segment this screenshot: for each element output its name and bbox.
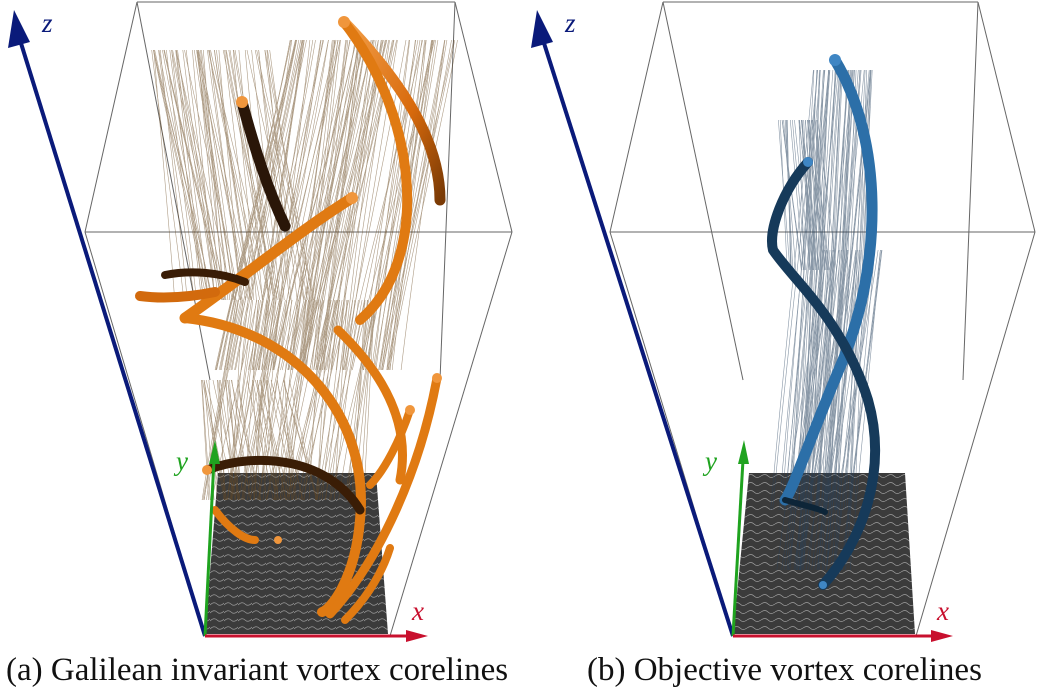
galilean-visualization: z y x	[8, 1, 513, 642]
objective-visualization: z y x	[531, 1, 1036, 642]
x-axis: x	[733, 596, 953, 642]
y-axis-label: y	[173, 446, 188, 476]
y-axis-label: y	[702, 446, 717, 476]
y-axis: y	[173, 440, 220, 637]
vortex-streamlines	[770, 69, 883, 571]
vortex-streamlines	[151, 39, 458, 501]
x-axis-label: x	[411, 596, 424, 626]
x-axis-label: x	[936, 596, 949, 626]
z-axis-label: z	[41, 8, 53, 38]
figure-panel-a: z y x (a) Galilean invariant vortex core…	[6, 1, 513, 688]
x-axis: x	[205, 596, 428, 642]
figure-panel-b: z y x (b) Objective vortex corelines	[523, 0, 1046, 700]
z-axis: z	[531, 8, 735, 637]
tube-end-caps	[202, 16, 442, 544]
tube-end-caps	[803, 54, 841, 589]
z-axis: z	[8, 8, 207, 637]
vortex-coreline-tubes	[767, 54, 880, 590]
caption-a: (a) Galilean invariant vortex corelines	[6, 652, 509, 688]
z-axis-label: z	[564, 8, 576, 38]
y-axis: y	[702, 440, 749, 637]
caption-b: (b) Objective vortex corelines	[587, 652, 982, 688]
vortex-coreline-tubes	[135, 16, 446, 624]
